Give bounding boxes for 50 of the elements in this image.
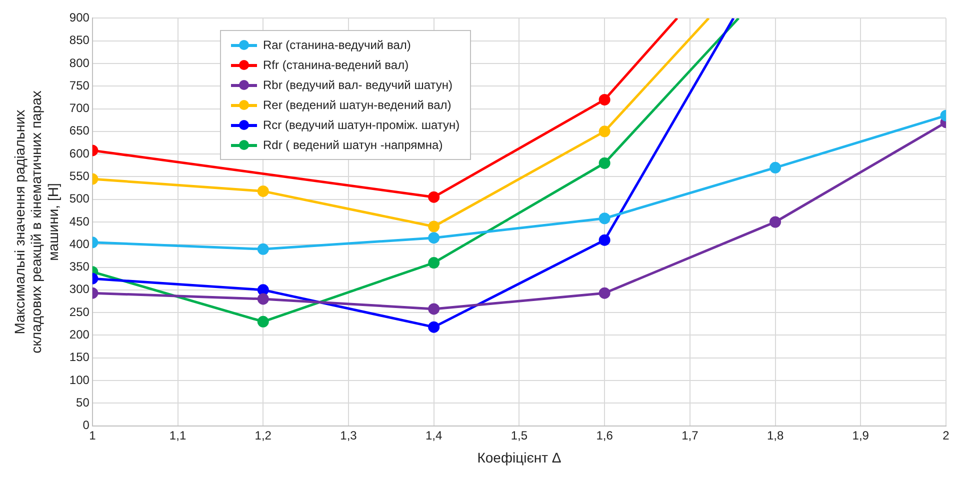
y-tick-label: 0 <box>82 418 90 432</box>
legend-label: Rbr (ведучий вал- ведучий шатун) <box>263 78 452 92</box>
y-tick-label: 900 <box>69 10 90 25</box>
legend-label: Rer (ведений шатун-ведений вал) <box>263 98 452 112</box>
y-tick-label: 500 <box>69 192 90 206</box>
x-tick-label: 1,2 <box>254 428 272 442</box>
x-tick-label: 1,1 <box>169 428 186 442</box>
x-tick-label: 1,3 <box>340 428 358 442</box>
point <box>428 257 440 269</box>
x-tick-label: 2 <box>942 428 950 442</box>
point <box>428 321 440 333</box>
legend-label: Rfr (станина-ведений вал) <box>263 58 409 72</box>
point <box>598 94 610 106</box>
point <box>428 220 440 232</box>
y-tick-label: 200 <box>69 328 90 342</box>
x-tick-label: 1,4 <box>426 428 443 442</box>
y-tick-label: 250 <box>69 304 90 319</box>
x-tick-label: 1,5 <box>510 428 528 442</box>
y-axis-title: Максимальні значення радіальних складових реакцій в кінематичних парах машини, [H] <box>11 90 61 354</box>
y-tick-label: 650 <box>69 124 90 138</box>
y-tick-label: 300 <box>69 282 90 296</box>
point <box>598 126 610 138</box>
y-tick-label: 850 <box>69 33 90 48</box>
legend-label: Rar (станина-ведучий вал) <box>263 38 411 52</box>
point <box>598 287 610 299</box>
point <box>428 232 440 244</box>
y-tick-label: 50 <box>76 395 90 410</box>
y-tick-label: 450 <box>69 214 90 228</box>
point <box>428 191 440 203</box>
x-tick-label: 1,8 <box>766 428 784 442</box>
x-tick-label: 1 <box>89 428 96 442</box>
legend-label: Rdr ( ведений шатун -напрямна) <box>263 138 443 152</box>
point <box>598 234 610 246</box>
y-tick-label: 750 <box>69 78 90 92</box>
point <box>598 212 610 224</box>
x-tick-label: 1,6 <box>596 428 614 442</box>
y-tick-label: 550 <box>69 169 90 184</box>
point <box>428 303 440 315</box>
y-tick-label: 350 <box>69 260 90 274</box>
x-tick-label: 1,9 <box>852 428 870 442</box>
legend-label: Rcr (ведучий шатун-проміж. шатун) <box>263 118 460 132</box>
y-tick-label: 150 <box>69 350 90 364</box>
y-tick-label: 400 <box>69 236 90 251</box>
x-axis-title: Коефіцієнт Δ <box>477 449 562 466</box>
point <box>598 157 610 169</box>
y-tick-label: 700 <box>69 101 90 116</box>
y-tick-label: 100 <box>69 372 90 387</box>
x-tick-label: 1,7 <box>682 428 699 442</box>
y-tick-label: 800 <box>69 56 90 70</box>
y-tick-label: 600 <box>69 146 90 160</box>
